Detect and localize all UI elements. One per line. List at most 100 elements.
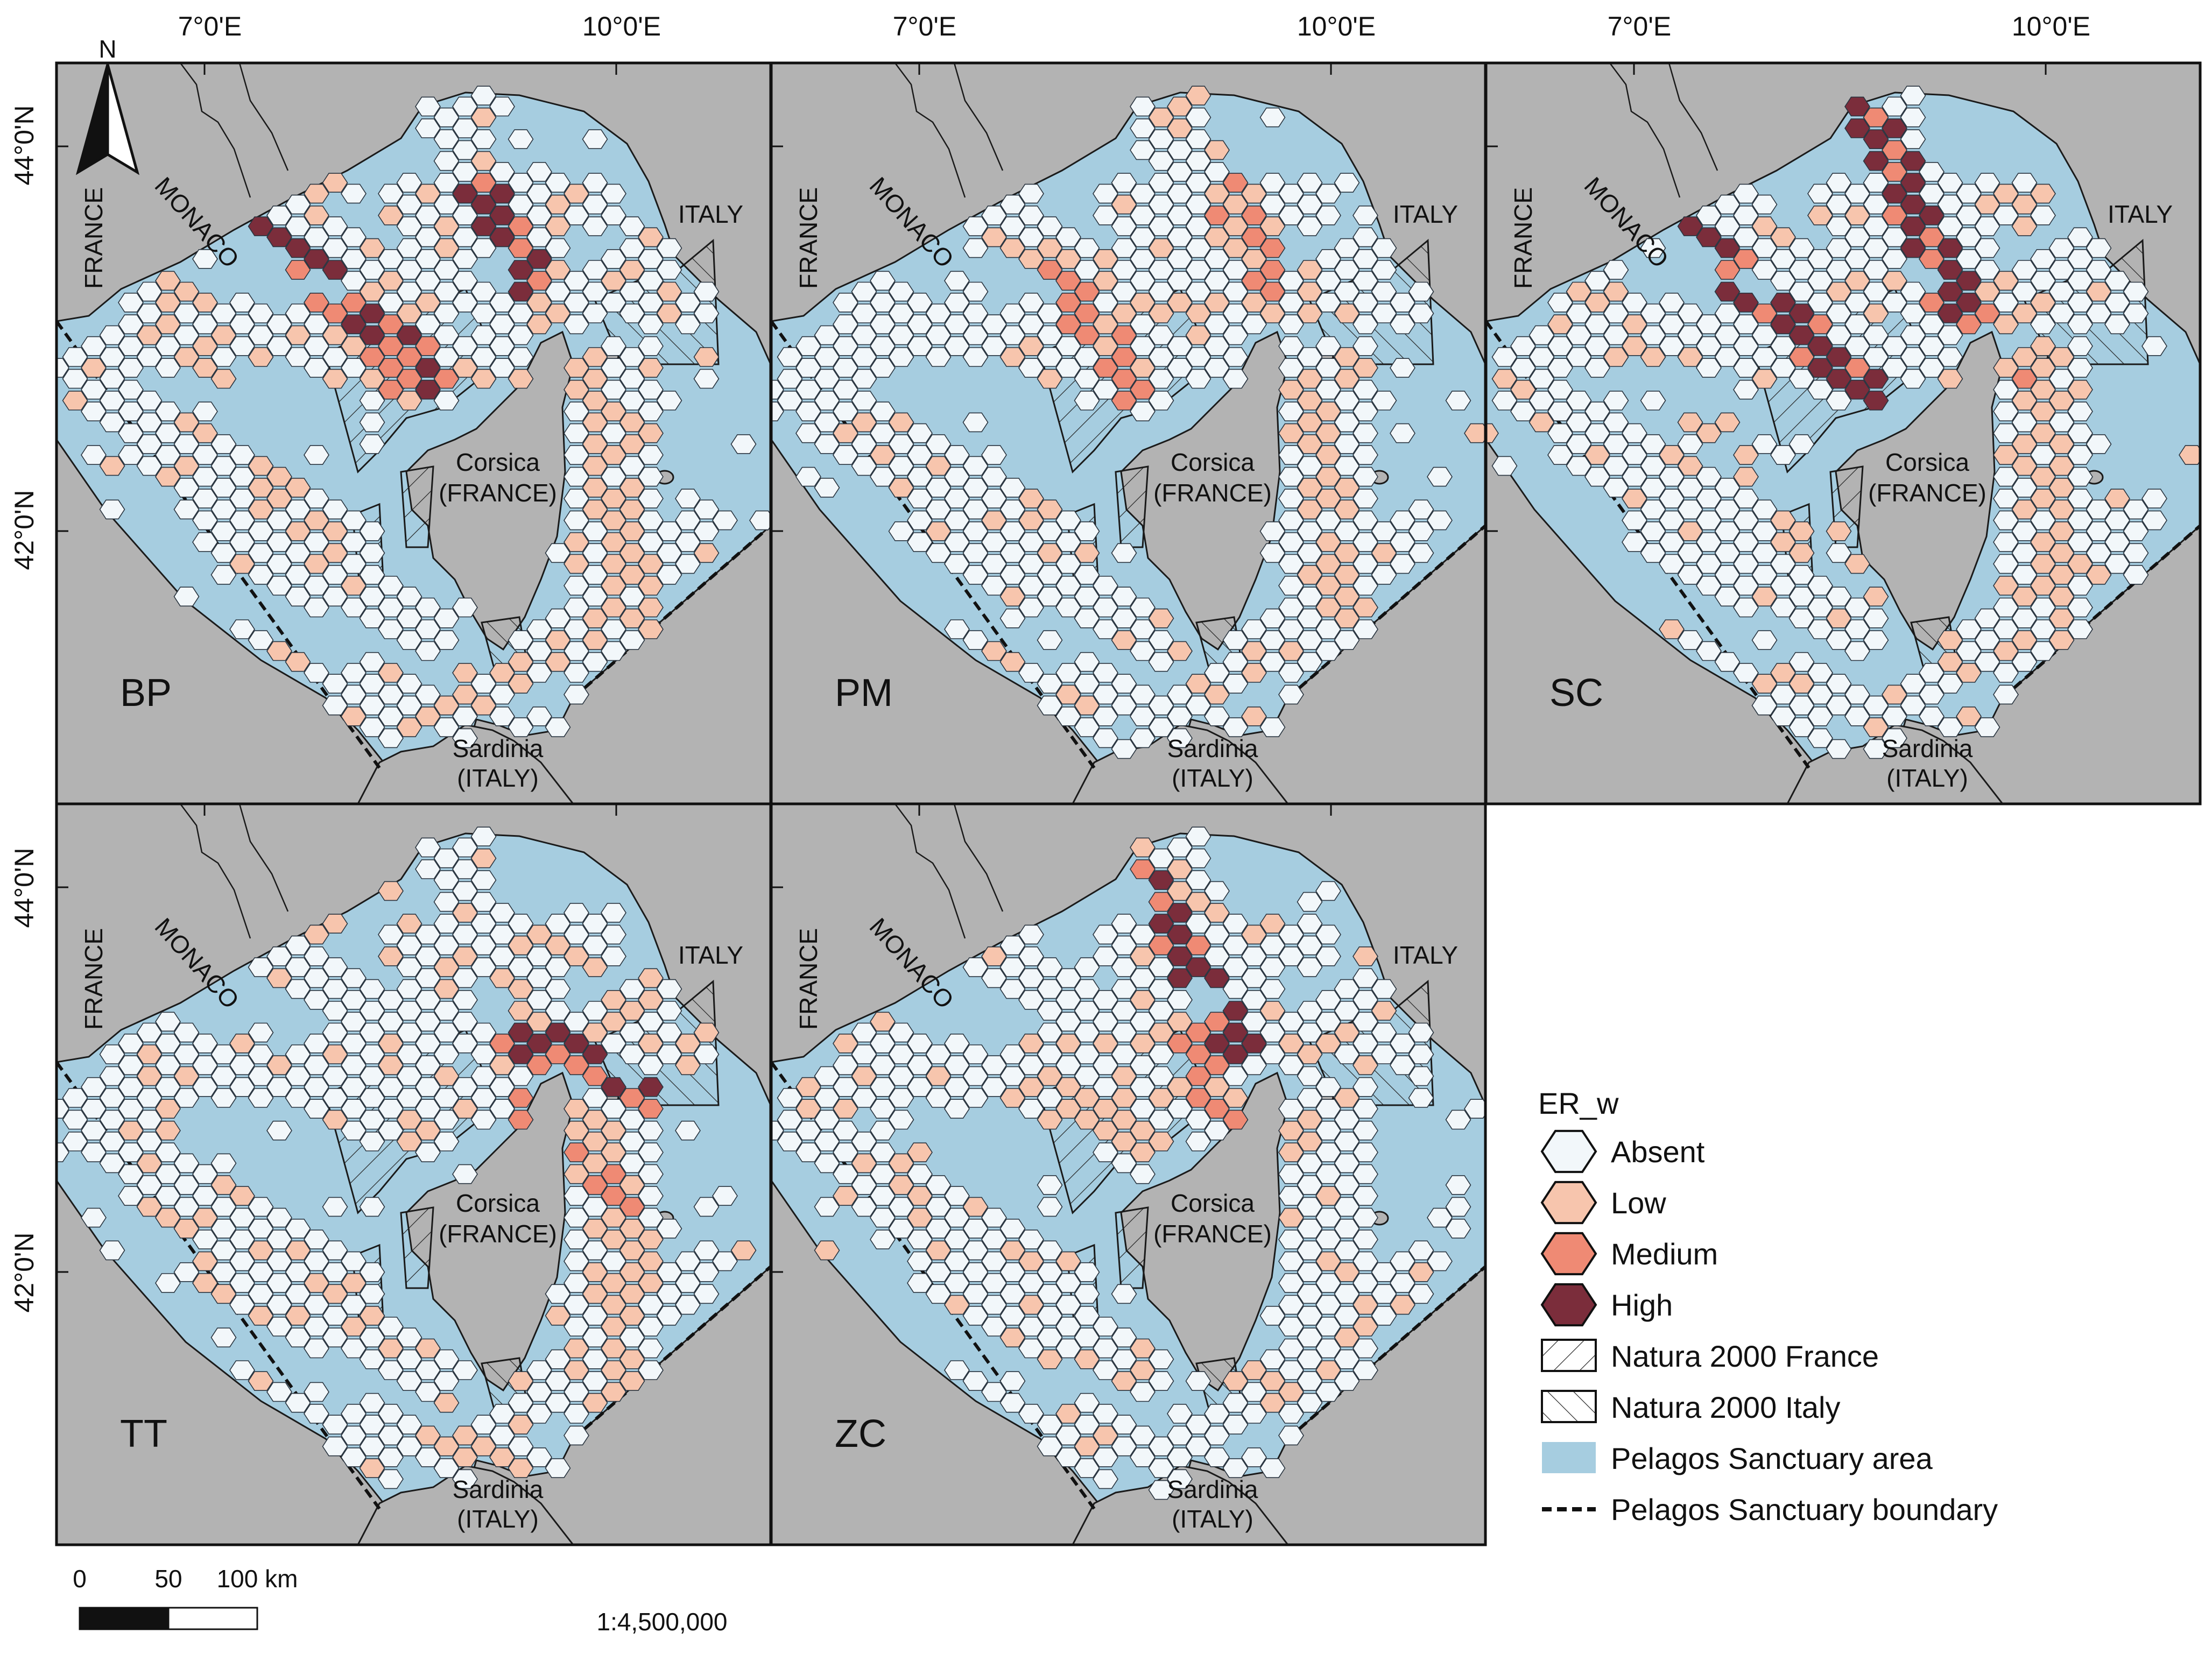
hex-cell	[563, 903, 589, 923]
legend-label-natura-italy: Natura 2000 Italy	[1611, 1390, 1840, 1424]
hex-cell	[1547, 336, 1573, 356]
hex-cell	[433, 303, 460, 323]
hex-cell	[1167, 96, 1193, 117]
hex-cell	[1603, 434, 1629, 454]
hex-cell	[1037, 630, 1063, 650]
hex-cell	[173, 1088, 200, 1108]
hex-cell	[1074, 652, 1100, 672]
hex-cell	[1148, 717, 1174, 737]
hex-cell	[1111, 979, 1137, 999]
hex-cell	[396, 1109, 422, 1130]
hex-cell	[1974, 303, 2000, 323]
hex-cell	[870, 271, 896, 291]
hex-cell	[266, 1317, 292, 1337]
hex-cell	[304, 227, 329, 248]
hex-cell	[396, 1415, 422, 1434]
hex-cell	[1297, 1197, 1323, 1217]
hex-cell	[1204, 140, 1230, 160]
hex-cell	[248, 630, 274, 650]
hex-cell	[545, 238, 571, 258]
hex-cell	[601, 554, 626, 574]
hex-cell	[925, 1218, 952, 1239]
hex-cell	[99, 499, 125, 520]
hex-cell	[1278, 1120, 1304, 1141]
hex-cell	[1751, 260, 1778, 280]
hex-cell	[1371, 1305, 1397, 1326]
hex-cell	[1278, 401, 1304, 422]
hex-cell	[1093, 336, 1118, 356]
hex-cell	[1334, 1371, 1360, 1391]
hex-cell	[229, 510, 255, 531]
hex-cell	[359, 1327, 385, 1348]
hex-cell	[1259, 1458, 1286, 1478]
label-corsica-country: (FRANCE)	[1868, 479, 1986, 507]
hex-cell	[210, 1240, 237, 1261]
label-france: FRANCE	[1509, 187, 1537, 289]
hex-cell	[1900, 194, 1926, 215]
hex-cell	[601, 271, 626, 291]
hex-cell	[1167, 859, 1193, 879]
hex-cell	[1882, 249, 1907, 269]
hex-cell	[1167, 1099, 1193, 1119]
hex-cell	[266, 1055, 292, 1076]
hex-cell	[888, 1066, 914, 1086]
hex-cell	[619, 521, 645, 541]
hex-cell	[155, 292, 181, 313]
hex-cell	[433, 1436, 460, 1457]
hex-cell	[2048, 521, 2075, 541]
hex-cell	[981, 968, 1007, 988]
hex-cell	[304, 1033, 329, 1054]
hex-cell	[563, 641, 589, 661]
hex-cell	[1278, 510, 1304, 531]
hex-cell	[1278, 314, 1304, 335]
hex-cell	[1882, 271, 1907, 291]
hex-cell	[1185, 303, 1211, 323]
hex-cell	[1018, 1229, 1044, 1249]
hex-cell	[452, 924, 478, 945]
lon-label-7e: 7°0'E	[1608, 11, 1672, 41]
hex-cell	[452, 205, 478, 225]
hex-cell	[851, 1175, 877, 1195]
hex-cell	[1111, 347, 1137, 367]
hex-cell	[1659, 292, 1685, 313]
hex-cell	[2086, 260, 2112, 280]
hex-cell	[1770, 576, 1796, 596]
hex-cell	[1844, 379, 1870, 400]
panel-label: BP	[120, 672, 172, 715]
hex-cell	[99, 1066, 125, 1086]
hex-cell	[452, 1425, 478, 1446]
hex-cell	[304, 445, 329, 465]
hex-cell	[2067, 510, 2093, 531]
hex-cell	[1259, 979, 1286, 999]
hex-cell	[1956, 292, 1982, 313]
hex-cell	[1055, 1447, 1081, 1467]
hex-cell	[322, 1066, 348, 1086]
hex-cell	[1807, 314, 1833, 335]
hex-cell	[1844, 118, 1870, 138]
hex-cell	[1037, 1415, 1063, 1434]
hex-cell	[1259, 935, 1286, 956]
hex-cell	[1807, 249, 1833, 269]
hex-cell	[563, 510, 589, 531]
hex-cell	[1390, 314, 1415, 335]
hex-cell	[526, 271, 552, 291]
scalebar-segment-white	[167, 1607, 258, 1630]
hex-cell	[341, 1404, 367, 1424]
hex-cell	[1111, 281, 1137, 302]
hex-cell	[1259, 260, 1286, 280]
hex-cell	[851, 1022, 877, 1043]
hex-cell	[1204, 336, 1230, 356]
hex-cell	[118, 445, 144, 465]
hex-cell	[1993, 358, 2019, 378]
hex-cell	[2067, 249, 2093, 269]
hex-cell	[378, 619, 404, 639]
hex-cell	[1464, 1099, 1485, 1119]
hex-cell	[1259, 281, 1286, 302]
hex-cell	[508, 1393, 534, 1413]
hex-cell	[563, 663, 589, 683]
hex-cell	[1185, 194, 1211, 215]
hex-cell	[1130, 924, 1156, 945]
hex-cell	[1093, 1425, 1118, 1446]
hex-cell	[1528, 347, 1555, 367]
hex-cell	[433, 892, 460, 912]
